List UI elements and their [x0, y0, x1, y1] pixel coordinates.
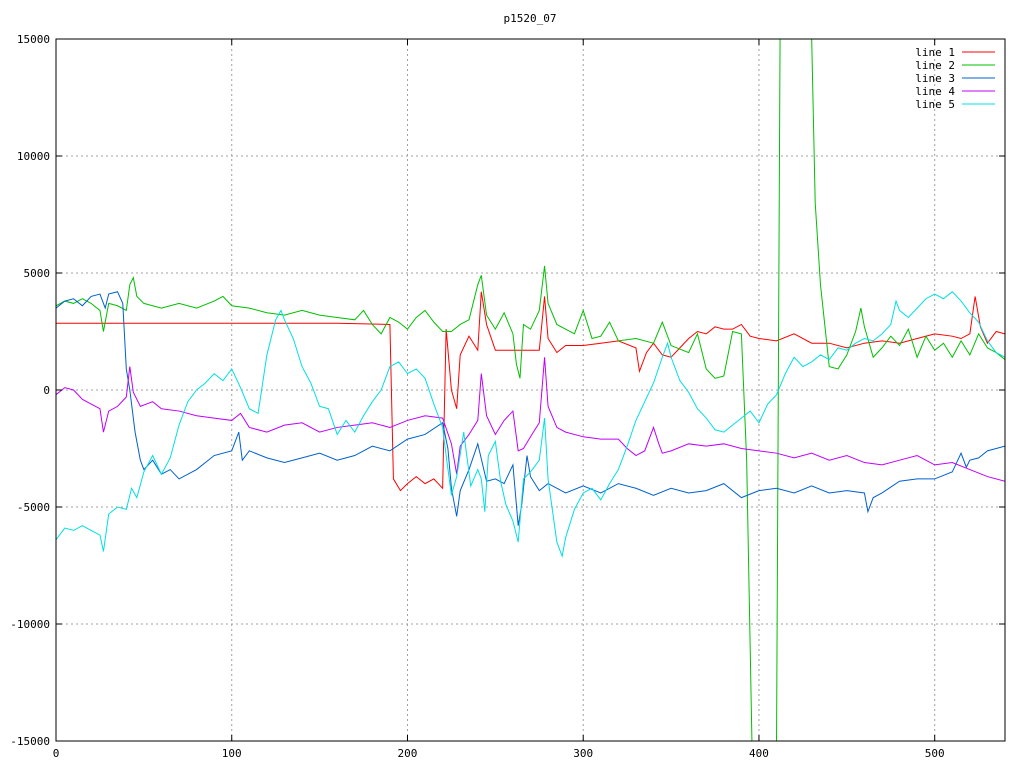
x-tick-label: 400 [749, 747, 769, 760]
series-line-1 [56, 291, 1005, 492]
series-group [56, 39, 1005, 741]
y-tick-label: 5000 [24, 267, 51, 280]
legend-label: line 5 [915, 98, 955, 111]
y-tick-label: -5000 [17, 501, 50, 514]
legend-label: line 2 [915, 59, 955, 72]
legend-label: line 3 [915, 72, 955, 85]
y-tick-label: 15000 [17, 33, 50, 46]
x-tick-label: 100 [222, 747, 242, 760]
y-tick-label: -15000 [10, 735, 50, 748]
series-line-2 [56, 39, 1005, 741]
chart-title: p1520_07 [504, 12, 557, 25]
x-tick-label: 300 [573, 747, 593, 760]
legend-label: line 1 [915, 46, 955, 59]
y-tick-label: 10000 [17, 150, 50, 163]
series-line-3 [56, 291, 1005, 526]
x-tick-label: 500 [925, 747, 945, 760]
x-tick-label: 0 [53, 747, 60, 760]
y-tick-label: -10000 [10, 618, 50, 631]
x-tick-label: 200 [398, 747, 418, 760]
grid-lines [56, 39, 1005, 741]
axis-ticks: 0 100 200 300 400 500 -15000 -10000 -5000 0 5000 10… [10, 33, 1005, 760]
legend-label: line 4 [915, 85, 955, 98]
y-tick-label: 0 [43, 384, 50, 397]
series-line-4 [56, 357, 1005, 482]
series-line-5 [56, 291, 1005, 558]
